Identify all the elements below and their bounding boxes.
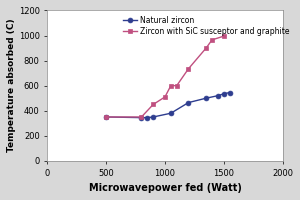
Natural zircon bbox=[140, 116, 143, 119]
Zircon with SiC susceptor and graphite bbox=[163, 96, 167, 98]
Legend: Natural zircon, Zircon with SiC susceptor and graphite: Natural zircon, Zircon with SiC suscepto… bbox=[122, 14, 291, 37]
Zircon with SiC susceptor and graphite bbox=[169, 84, 172, 87]
Zircon with SiC susceptor and graphite bbox=[210, 39, 214, 41]
Zircon with SiC susceptor and graphite bbox=[187, 68, 190, 70]
Natural zircon bbox=[152, 116, 155, 118]
Natural zircon bbox=[228, 91, 231, 94]
Line: Zircon with SiC susceptor and graphite: Zircon with SiC susceptor and graphite bbox=[104, 34, 226, 119]
Natural zircon bbox=[104, 116, 108, 118]
Line: Natural zircon: Natural zircon bbox=[104, 90, 232, 120]
Natural zircon bbox=[187, 101, 190, 104]
Natural zircon bbox=[169, 112, 172, 114]
Zircon with SiC susceptor and graphite bbox=[152, 103, 155, 106]
Zircon with SiC susceptor and graphite bbox=[204, 47, 208, 49]
X-axis label: Microwavepower fed (Watt): Microwavepower fed (Watt) bbox=[88, 183, 242, 193]
Natural zircon bbox=[216, 94, 220, 97]
Zircon with SiC susceptor and graphite bbox=[175, 84, 178, 87]
Zircon with SiC susceptor and graphite bbox=[140, 116, 143, 118]
Zircon with SiC susceptor and graphite bbox=[222, 35, 226, 37]
Natural zircon bbox=[146, 116, 149, 119]
Natural zircon bbox=[222, 93, 226, 95]
Y-axis label: Temperature absorbed (C): Temperature absorbed (C) bbox=[7, 19, 16, 152]
Zircon with SiC susceptor and graphite bbox=[104, 116, 108, 118]
Natural zircon bbox=[204, 97, 208, 99]
